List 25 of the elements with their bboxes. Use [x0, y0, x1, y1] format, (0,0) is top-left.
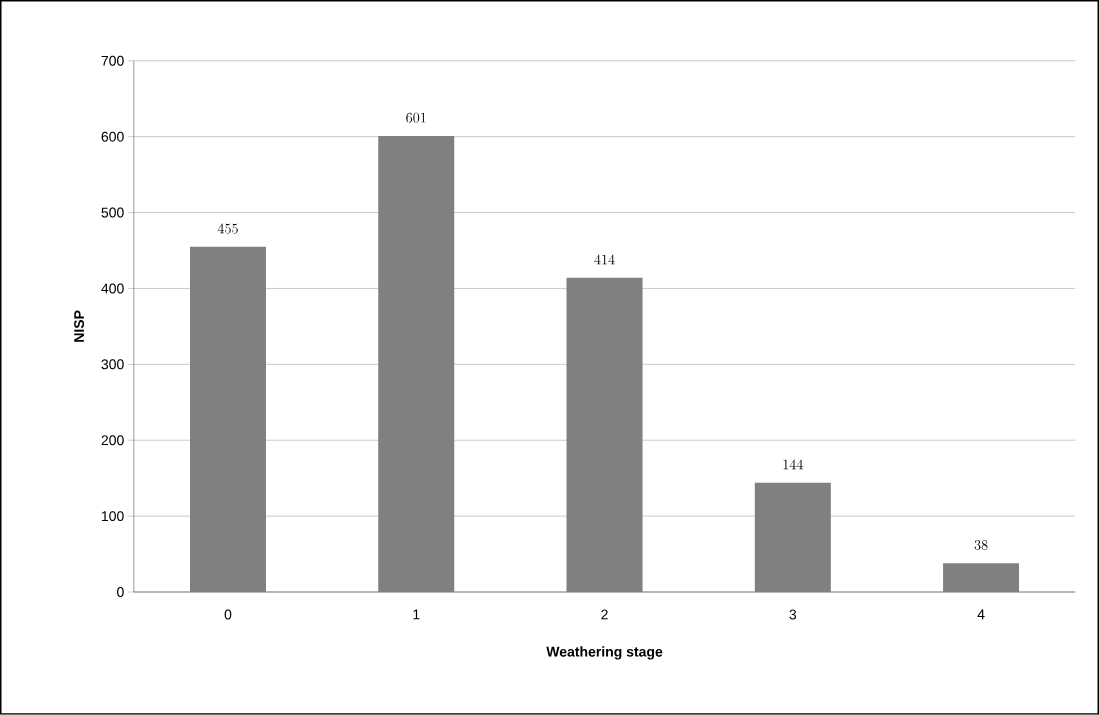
x-tick-label: 3 [789, 609, 797, 620]
y-tick-label: 100 [101, 511, 124, 522]
y-axis-title: NISP [74, 310, 85, 342]
x-tick-label: 4 [977, 609, 985, 620]
y-tick-label: 200 [101, 435, 124, 446]
x-tick-label: 2 [601, 609, 608, 620]
y-tick-label: 400 [101, 283, 124, 294]
bar [943, 563, 1020, 593]
bar [189, 246, 266, 593]
x-axis-title: Weathering stage [546, 646, 663, 660]
bar [754, 482, 831, 593]
data-label: 601 [406, 112, 426, 123]
data-label: 38 [974, 540, 988, 551]
y-tick-label: 500 [101, 207, 124, 218]
y-tick-label: 600 [101, 131, 124, 142]
data-label: 455 [217, 223, 238, 234]
y-tick-label: 0 [117, 587, 124, 598]
bar [566, 277, 643, 593]
bar [378, 136, 455, 593]
data-label: 144 [783, 459, 803, 470]
y-tick-label: 300 [101, 359, 124, 370]
y-tick-label: 700 [101, 55, 124, 66]
data-label: 414 [594, 254, 615, 265]
x-tick-label: 1 [413, 609, 420, 620]
x-tick-label: 0 [224, 609, 232, 620]
